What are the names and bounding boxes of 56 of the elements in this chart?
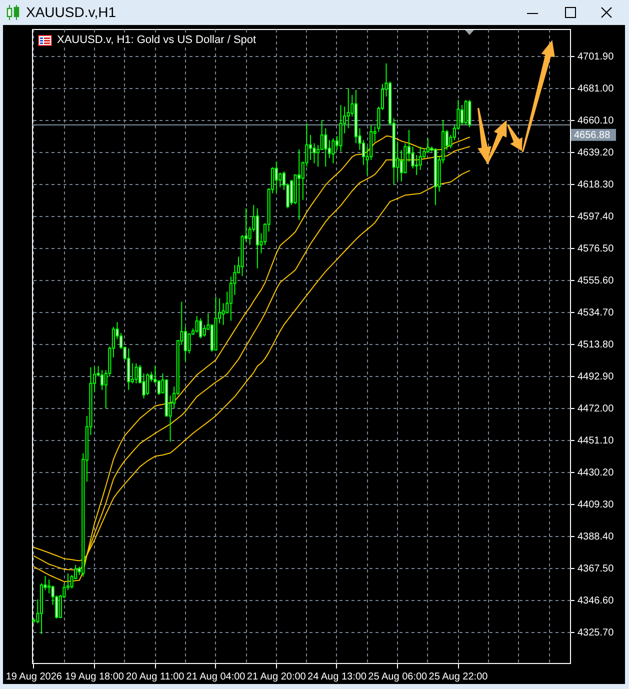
- x-tick-label: 19 Aug 2026: [6, 672, 62, 682]
- y-tick-label: 4639.20: [578, 147, 614, 158]
- y-tick-label: 4325.70: [578, 628, 614, 639]
- candlestick: [202, 324, 206, 338]
- y-tick-label: 4618.30: [578, 179, 614, 190]
- candlestick: [134, 362, 138, 384]
- candlestick: [278, 172, 282, 188]
- y-tick-label: 4681.00: [578, 83, 614, 94]
- candlestick: [468, 99, 472, 128]
- candlestick: [346, 88, 350, 129]
- y-tick-label: 4346.60: [578, 596, 614, 607]
- candlestick: [460, 104, 464, 126]
- candlestick: [274, 161, 278, 194]
- y-tick-label: 4472.00: [578, 404, 614, 415]
- x-tick-label: 20 Aug 11:00: [126, 672, 185, 682]
- x-tick-label: 24 Aug 13:00: [308, 672, 367, 682]
- candlestick: [400, 149, 403, 182]
- candlestick: [195, 315, 198, 334]
- y-tick-label: 4534.70: [578, 308, 614, 319]
- candlestick: [100, 370, 104, 390]
- chart-title: XAUUSD.v,H1: [26, 4, 116, 21]
- candlestick: [332, 138, 335, 164]
- y-tick-label: 4492.90: [578, 372, 614, 383]
- x-tick-label: 25 Aug 06:00: [368, 672, 428, 682]
- y-tick-label: 4576.50: [578, 243, 614, 254]
- x-tick-label: 19 Aug 18:00: [65, 672, 124, 682]
- candlestick: [362, 140, 366, 166]
- y-tick-label: 4367.50: [578, 564, 614, 575]
- candlestick: [324, 128, 328, 168]
- candlestick: [298, 148, 301, 220]
- candlestick: [418, 146, 422, 170]
- y-tick-label: 4660.10: [578, 115, 614, 126]
- candlestick: [308, 134, 312, 160]
- candlestick: [464, 99, 468, 126]
- candlestick: [48, 578, 51, 594]
- candlestick: [146, 372, 150, 396]
- y-tick-label: 4701.90: [578, 51, 614, 62]
- x-tick-label: 25 Aug 22:00: [428, 672, 488, 682]
- y-tick-label: 4451.10: [578, 436, 614, 447]
- candlestick: [339, 104, 342, 152]
- candlestick: [426, 138, 430, 154]
- candlestick: [415, 154, 418, 176]
- y-tick-label: 4430.20: [578, 468, 614, 479]
- x-tick-label: 21 Aug 20:00: [246, 672, 306, 682]
- candlestick: [184, 326, 187, 362]
- y-tick-label: 4597.40: [578, 211, 614, 222]
- x-tick-label: 21 Aug 04:00: [186, 672, 246, 682]
- ref-line-label: 4656.88: [574, 130, 611, 141]
- y-tick-label: 4409.30: [578, 500, 614, 511]
- candlestick: [127, 348, 130, 390]
- y-tick-label: 4555.60: [578, 275, 614, 286]
- chart-subtitle: XAUUSD.v, H1: Gold vs US Dollar / Spot: [55, 34, 258, 47]
- y-tick-label: 4388.40: [578, 532, 614, 543]
- candlestick: [199, 318, 202, 339]
- y-tick-label: 4513.80: [578, 340, 614, 351]
- candlestick: [188, 332, 191, 354]
